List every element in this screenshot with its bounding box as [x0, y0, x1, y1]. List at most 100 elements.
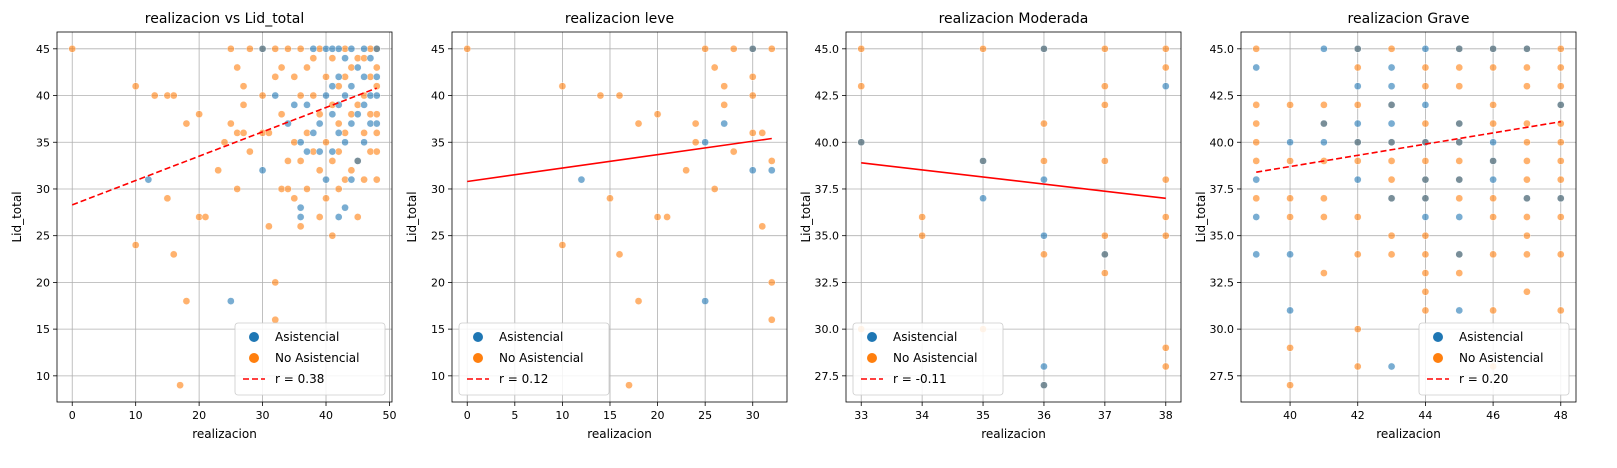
point-no-asistencial: [150, 91, 159, 100]
point-no-asistencial: [303, 185, 311, 193]
point-no-asistencial: [1421, 306, 1430, 315]
point-no-asistencial: [1320, 194, 1328, 203]
point-no-asistencial: [372, 129, 381, 137]
x-axis-label: realizacion: [1376, 427, 1441, 441]
point-asistencial: [347, 44, 356, 53]
point-no-asistencial: [328, 157, 337, 165]
point-no-asistencial: [653, 213, 662, 221]
point-no-asistencial: [347, 166, 356, 175]
legend-marker: [473, 332, 483, 342]
point-no-asistencial: [182, 297, 191, 305]
point-no-asistencial: [1161, 343, 1170, 352]
point-no-asistencial: [1489, 306, 1497, 315]
point-asistencial: [1455, 250, 1464, 259]
point-no-asistencial: [322, 194, 330, 203]
point-no-asistencial: [1353, 213, 1362, 221]
point-no-asistencial: [201, 213, 210, 221]
regression-line: [861, 162, 1166, 200]
point-asistencial: [1252, 175, 1261, 184]
y-tick-label: 30.0: [815, 323, 840, 336]
point-no-asistencial: [1523, 231, 1531, 240]
point-no-asistencial: [1556, 175, 1565, 184]
point-asistencial: [1421, 194, 1430, 203]
point-asistencial: [1556, 101, 1565, 109]
point-asistencial: [271, 91, 280, 100]
point-no-asistencial: [1421, 119, 1430, 128]
point-no-asistencial: [767, 315, 776, 324]
point-no-asistencial: [918, 213, 926, 221]
x-axis-label: realizacion: [587, 427, 652, 441]
point-no-asistencial: [271, 72, 280, 81]
point-asistencial: [360, 72, 368, 81]
point-no-asistencial: [309, 54, 318, 63]
chart-title: realizacion vs Lid_total: [145, 11, 304, 27]
x-tick-label: 30: [746, 409, 760, 422]
point-asistencial: [347, 119, 356, 128]
point-no-asistencial: [1101, 82, 1109, 91]
point-asistencial: [372, 44, 381, 53]
point-no-asistencial: [653, 110, 662, 119]
point-asistencial: [328, 110, 337, 119]
point-no-asistencial: [1161, 362, 1170, 371]
y-tick-label: 27.5: [1210, 370, 1235, 383]
point-asistencial: [720, 119, 729, 128]
y-tick-label: 45: [431, 43, 445, 56]
point-no-asistencial: [1161, 213, 1170, 221]
point-asistencial: [360, 138, 368, 147]
point-asistencial: [347, 175, 356, 184]
point-no-asistencial: [1523, 119, 1531, 128]
point-no-asistencial: [169, 91, 178, 100]
point-no-asistencial: [1556, 138, 1565, 147]
point-asistencial: [1286, 306, 1294, 315]
point-asistencial: [1387, 138, 1396, 147]
legend-label: r = 0.38: [275, 372, 324, 386]
point-asistencial: [353, 157, 362, 165]
point-no-asistencial: [606, 194, 614, 203]
axes-frame: [845, 31, 1182, 403]
point-asistencial: [1161, 82, 1170, 91]
point-no-asistencial: [1387, 44, 1396, 53]
point-no-asistencial: [1421, 157, 1430, 165]
y-axis-label: Lid_total: [1194, 191, 1208, 242]
y-tick-label: 30.0: [1210, 323, 1235, 336]
point-no-asistencial: [663, 213, 671, 221]
axes-frame: [1240, 31, 1577, 403]
point-no-asistencial: [296, 222, 305, 231]
point-no-asistencial: [1040, 119, 1048, 128]
legend-marker: [249, 353, 259, 363]
point-asistencial: [360, 44, 368, 53]
y-tick-label: 32.5: [815, 276, 840, 289]
point-no-asistencial: [1286, 157, 1294, 165]
point-no-asistencial: [277, 63, 286, 72]
legend-box: [852, 322, 1004, 396]
point-no-asistencial: [239, 101, 248, 109]
point-no-asistencial: [1455, 269, 1464, 277]
y-tick-label: 10: [431, 370, 445, 383]
point-no-asistencial: [1387, 175, 1396, 184]
point-asistencial: [144, 175, 153, 184]
point-asistencial: [1489, 44, 1497, 53]
point-no-asistencial: [1455, 157, 1464, 165]
legend: Asistencial No Asistencial r = 0.20: [1418, 322, 1570, 396]
point-asistencial: [1387, 119, 1396, 128]
point-no-asistencial: [1556, 82, 1565, 91]
point-asistencial: [1421, 175, 1430, 184]
point-asistencial: [372, 91, 381, 100]
point-no-asistencial: [615, 250, 624, 259]
point-no-asistencial: [682, 166, 690, 175]
point-asistencial: [303, 147, 311, 156]
point-asistencial: [1455, 138, 1464, 147]
x-tick-label: 15: [603, 409, 617, 422]
legend-label: Asistencial: [1459, 330, 1523, 344]
point-no-asistencial: [290, 194, 299, 203]
point-no-asistencial: [1523, 213, 1531, 221]
y-tick-label: 30: [431, 183, 445, 196]
point-no-asistencial: [226, 44, 235, 53]
point-asistencial: [341, 91, 349, 100]
legend-label: No Asistencial: [1459, 351, 1544, 365]
point-no-asistencial: [233, 185, 242, 193]
point-asistencial: [1421, 44, 1430, 53]
point-no-asistencial: [1286, 194, 1294, 203]
point-no-asistencial: [1161, 175, 1170, 184]
